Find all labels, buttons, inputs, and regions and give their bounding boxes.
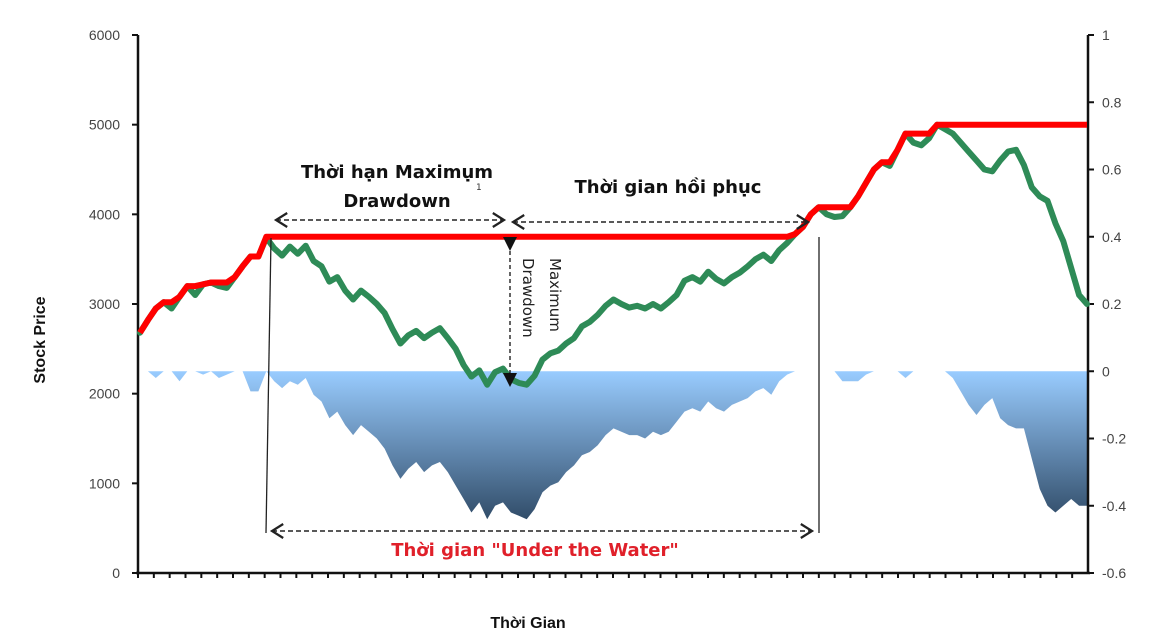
underwater-area <box>140 371 1087 520</box>
max-drawdown-label-line1: Maximum <box>546 258 564 332</box>
underwater-start-marker <box>265 237 272 534</box>
right-tick-label: 0.4 <box>1102 229 1122 245</box>
right-tick-label: 0.6 <box>1102 162 1122 178</box>
left-tick-label: 3000 <box>89 296 120 312</box>
x-axis-title: Thời Gian <box>490 615 565 632</box>
right-tick-label: -0.2 <box>1102 431 1126 447</box>
x-axis <box>136 571 1090 578</box>
left-tick-label: 0 <box>112 565 120 581</box>
right-tick-label: 0 <box>1102 363 1110 379</box>
max-dd-duration-label-line2: Drawdown <box>343 191 450 212</box>
underwater-label: Thời gian "Under the Water" <box>391 540 679 561</box>
peak-line-layer <box>137 121 1087 335</box>
price-line-layer <box>137 121 1090 388</box>
left-tick-label: 6000 <box>89 27 120 43</box>
running-peak-line <box>137 121 1087 335</box>
left-axis: 0 1000 2000 3000 4000 5000 6000 <box>89 27 140 581</box>
right-tick-label: 0.8 <box>1102 94 1122 110</box>
recovery-label: Thời gian hồi phục <box>575 177 762 198</box>
max-drawdown-label-line2: Drawdown <box>519 258 537 338</box>
right-tick-label: 0.2 <box>1102 296 1122 312</box>
left-tick-label: 5000 <box>89 117 120 133</box>
right-tick-label: 1 <box>1102 27 1110 43</box>
right-tick-label: -0.4 <box>1102 498 1126 514</box>
left-tick-label: 4000 <box>89 206 120 222</box>
right-axis: -0.6 -0.4 -0.2 0 0.2 0.4 0.6 0.8 1 <box>1086 27 1126 581</box>
max-dd-duration-label-line1: Thời hạn Maximụm <box>301 162 493 183</box>
stray-mark: 1 <box>476 183 482 193</box>
left-tick-label: 2000 <box>89 386 120 402</box>
drawdown-area-layer <box>140 371 1087 520</box>
right-tick-label: -0.6 <box>1102 565 1126 581</box>
stock-price-line <box>137 121 1090 388</box>
left-tick-label: 1000 <box>89 475 120 491</box>
y-axis-title: Stock Price <box>32 296 49 383</box>
